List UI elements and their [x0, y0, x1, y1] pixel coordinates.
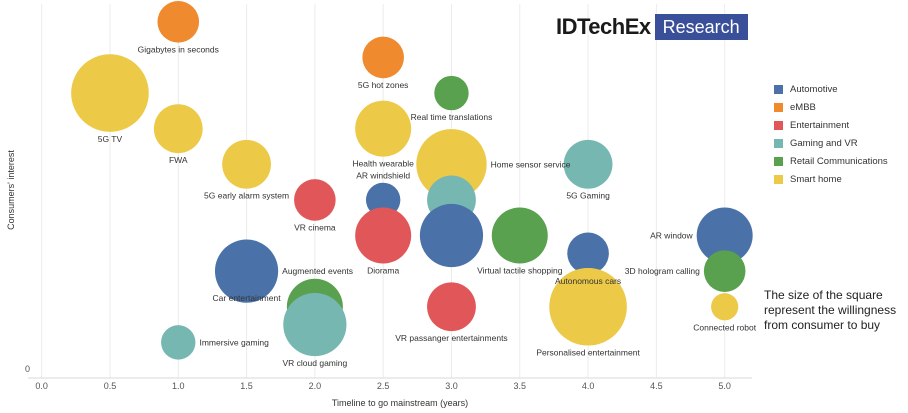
bubble-label: VR cloud gaming — [283, 358, 348, 368]
bubble-point — [294, 179, 336, 221]
bubble-point — [563, 139, 613, 189]
bubble-point — [355, 207, 412, 264]
bubble-label: Real time translations — [411, 112, 493, 122]
legend-item: Gaming and VR — [774, 134, 888, 152]
bubble-point — [434, 75, 469, 111]
legend-item: Entertainment — [774, 116, 888, 134]
bubble-label: Home sensor service — [491, 159, 571, 169]
bubble-point — [283, 292, 347, 357]
legend-item: Automotive — [774, 80, 888, 98]
legend-swatch — [774, 174, 783, 184]
bubble-point — [416, 129, 487, 200]
bubble-label: Personalised entertainment — [536, 348, 640, 358]
bubble-point — [711, 293, 739, 321]
legend-swatch — [774, 102, 783, 112]
bubble-label: AR windshield — [356, 171, 410, 181]
bubble-point — [365, 182, 401, 218]
legend-swatch — [774, 156, 783, 166]
bubble-point — [71, 54, 149, 132]
bubble-point — [703, 250, 746, 292]
x-axis-title: Timeline to go mainstream (years) — [332, 398, 468, 408]
bubble-point — [161, 325, 196, 360]
logo-suffix: Research — [654, 14, 748, 40]
legend-item: Retail Communications — [774, 152, 888, 170]
bubble-label: 3D hologram calling — [625, 266, 700, 276]
bubble-point — [157, 1, 200, 43]
x-tick-label: 3.5 — [514, 381, 527, 391]
bubble-point — [696, 207, 753, 264]
legend-swatch — [774, 138, 783, 148]
logo-brand: IDTechEx — [556, 14, 651, 39]
x-tick-label: 2.5 — [377, 381, 390, 391]
legend-swatch — [774, 84, 783, 94]
bubble-label: 5G hot zones — [358, 80, 409, 90]
bubble-point — [355, 100, 412, 157]
bubble-label: VR cinema — [294, 223, 336, 233]
bubble-label: Augmented events — [282, 266, 353, 276]
idtechex-logo: IDTechEx Research — [556, 14, 748, 40]
legend-label: Automotive — [790, 83, 838, 95]
legend-label: Retail Communications — [790, 155, 888, 167]
bubble-label: Gigabytes in seconds — [138, 45, 219, 55]
x-tick-label: 2.0 — [309, 381, 322, 391]
bubble-label: Diorama — [367, 266, 399, 276]
x-tick-label: 0.0 — [35, 381, 48, 391]
bubble-point — [427, 282, 476, 332]
x-tick-label: 5.0 — [718, 381, 731, 391]
bubble-label: Connected robot — [693, 322, 756, 332]
bubble-label: Immersive gaming — [199, 337, 269, 347]
label-layer: Gigabytes in seconds 5G hot zones Real tim… — [98, 45, 757, 369]
x-tick-label: 3.0 — [445, 381, 458, 391]
legend-label: Smart home — [790, 173, 842, 185]
bubble-point — [153, 104, 203, 154]
size-note: The size of the square represent the wil… — [764, 288, 897, 332]
legend-label: eMBB — [790, 101, 816, 113]
bubble-point — [419, 203, 484, 268]
x-tick-label: 1.5 — [240, 381, 253, 391]
y-axis-title: Consumers' interest — [6, 150, 16, 230]
legend-label: Entertainment — [790, 119, 850, 131]
x-tick-label: 4.0 — [582, 381, 595, 391]
bubble-label: Autonomous cars — [555, 276, 621, 286]
bubble-label: AR window — [650, 231, 693, 241]
bubble-label: 5G early alarm system — [204, 191, 289, 201]
x-tick-label: 0.5 — [104, 381, 117, 391]
bubble-layer — [71, 1, 753, 360]
tick-layer: 0.0 0.5 1.0 1.5 2.0 2.5 3.0 3.5 4.0 4.5 5.0 0 — [25, 364, 731, 391]
x-tick-label: 1.0 — [172, 381, 185, 391]
legend-swatch — [774, 120, 783, 130]
y-tick-label: 0 — [25, 364, 30, 374]
bubble-point — [567, 232, 609, 275]
bubble-label: 5G Gaming — [566, 191, 610, 201]
bubble-point — [549, 267, 627, 346]
legend-label: Gaming and VR — [790, 137, 858, 149]
legend: Automotive eMBB Entertainment Gaming and VR… — [774, 80, 888, 188]
bubble-label: Virtual tactile shopping — [477, 266, 563, 276]
x-tick-label: 4.5 — [650, 381, 663, 391]
bubble-label: Car entertainment — [213, 293, 282, 303]
bubble-label: 5G TV — [98, 134, 123, 144]
legend-item: eMBB — [774, 98, 888, 116]
bubble-label: VR passanger entertainments — [395, 333, 507, 343]
bubble-label: FWA — [169, 155, 188, 165]
bubble-point — [362, 36, 404, 79]
bubble-label: Health wearable — [352, 159, 414, 169]
bubble-point — [214, 239, 279, 303]
bubble-point — [491, 207, 548, 264]
legend-item: Smart home — [774, 170, 888, 188]
bubble-point — [222, 139, 271, 189]
